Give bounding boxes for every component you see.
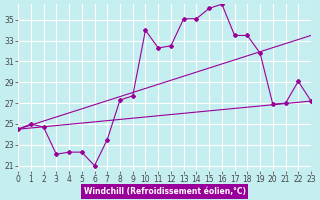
X-axis label: Windchill (Refroidissement éolien,°C): Windchill (Refroidissement éolien,°C) [84,187,245,196]
